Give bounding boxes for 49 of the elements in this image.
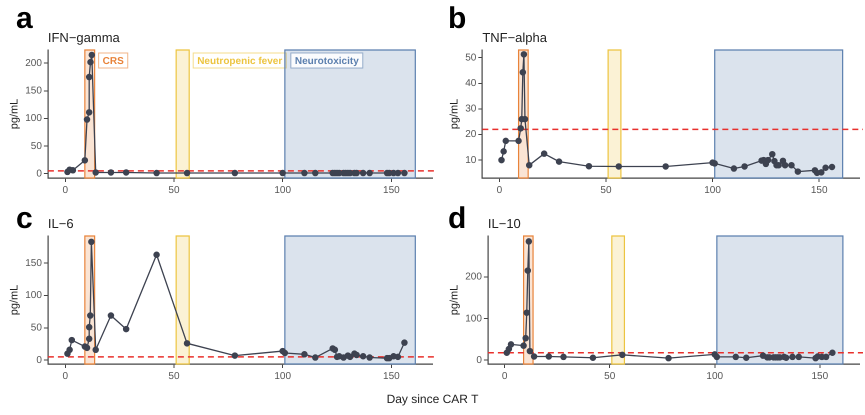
x-tick-label: 50 — [600, 184, 612, 196]
x-tick-label: 50 — [168, 370, 180, 382]
y-tick-label: 50 — [30, 140, 42, 152]
y-tick-label: 150 — [25, 258, 42, 269]
y-tick-label: 200 — [25, 58, 42, 69]
y-axis-title: pg/mL — [448, 284, 461, 316]
y-tick-label: 50 — [30, 322, 42, 334]
x-tick-label: 0 — [62, 370, 68, 382]
y-tick-label: 200 — [465, 272, 482, 283]
x-tick-label: 0 — [62, 184, 68, 196]
band-label: CRS — [102, 56, 124, 67]
x-tick-label: 150 — [383, 370, 400, 382]
y-tick-label: 0 — [476, 355, 482, 366]
y-axis-title: pg/mL — [448, 98, 461, 130]
chart-title: IFN−gamma — [48, 30, 121, 45]
x-tick-label: 0 — [502, 370, 508, 382]
x-tick-label: 150 — [811, 370, 829, 382]
y-tick-label: 10 — [465, 154, 477, 166]
text: a — [16, 2, 33, 35]
x-axis-title: Day since CAR T — [386, 392, 480, 406]
x-tick-label: 50 — [168, 184, 180, 196]
text: d — [448, 202, 466, 235]
y-tick-label: 0 — [36, 354, 42, 366]
band-label: Neurotoxicity — [294, 56, 360, 67]
y-tick-label: 0 — [36, 168, 42, 180]
x-tick-label: 150 — [810, 184, 828, 196]
x-tick-label: 100 — [274, 370, 292, 382]
chart-title: IL−6 — [48, 216, 74, 231]
y-tick-label: 50 — [465, 52, 477, 64]
x-tick-label: 150 — [383, 184, 400, 196]
text: c — [16, 202, 33, 235]
y-tick-label: 40 — [465, 78, 477, 90]
y-tick-label: 30 — [465, 104, 477, 115]
x-tick-label: 100 — [704, 184, 722, 196]
y-tick-label: 100 — [25, 113, 42, 124]
x-tick-label: 100 — [706, 370, 724, 382]
x-tick-label: 50 — [604, 370, 616, 382]
y-tick-label: 150 — [25, 86, 42, 97]
text: b — [448, 2, 466, 35]
x-tick-label: 100 — [274, 184, 292, 196]
y-axis-title: pg/mL — [8, 98, 21, 130]
y-tick-label: 100 — [465, 313, 482, 324]
y-axis-title: pg/mL — [8, 284, 21, 316]
band-label: Neutropenic fever — [197, 56, 282, 67]
chart-title: TNF−alpha — [482, 30, 548, 45]
x-tick-label: 0 — [496, 184, 503, 196]
y-tick-label: 20 — [465, 129, 477, 140]
y-tick-label: 100 — [25, 290, 42, 302]
chart-title: IL−10 — [488, 216, 521, 231]
